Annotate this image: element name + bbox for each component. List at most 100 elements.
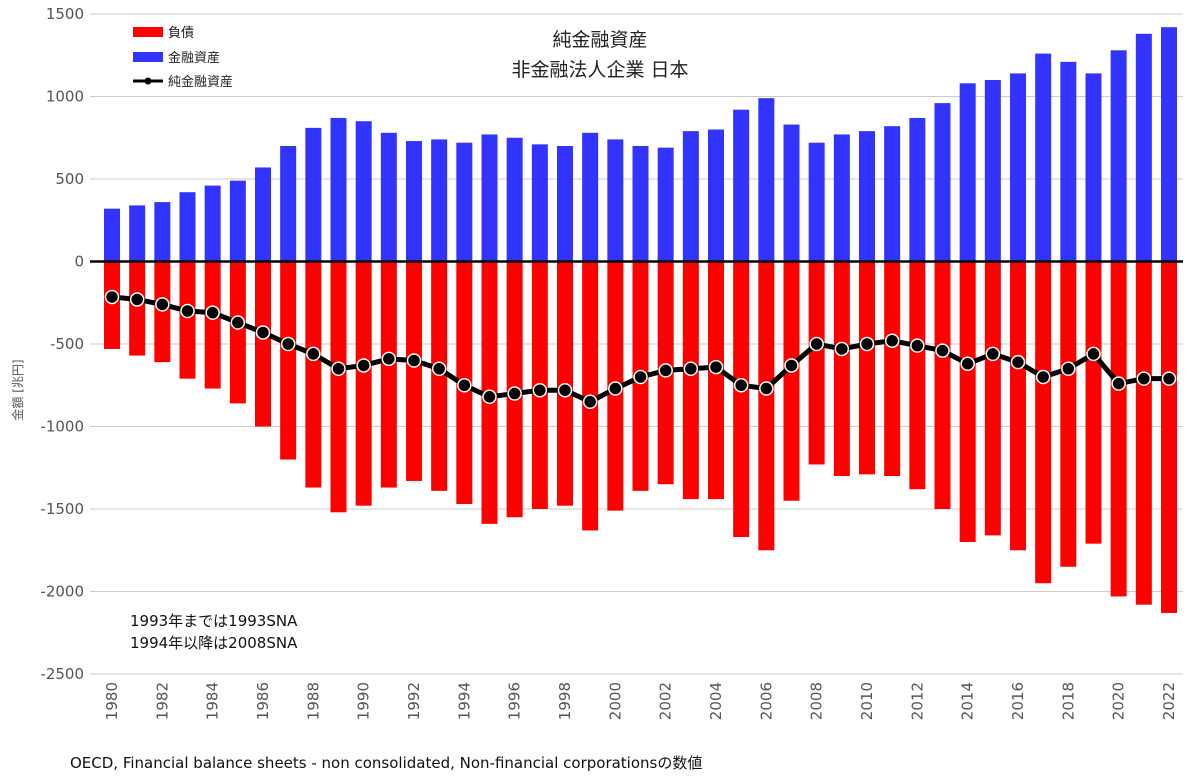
liability-bar: [1085, 261, 1102, 544]
liability-bar: [984, 261, 1001, 536]
liability-bar: [431, 261, 448, 491]
net-asset-point: [532, 382, 548, 398]
net-asset-point: [331, 361, 346, 376]
asset-bar: [104, 208, 120, 262]
liability-bar: [959, 261, 976, 542]
net-asset-point: [1111, 376, 1126, 391]
y-axis: 1500 1000 500 0 -500 -1000 -1500 -2000 -2500: [40, 5, 84, 683]
liability-bar: [1035, 261, 1052, 584]
y-tick-label: 500: [55, 170, 84, 188]
x-tick-label: 1998: [556, 682, 574, 720]
net-asset-point: [859, 336, 875, 352]
net-asset-point: [608, 381, 623, 396]
liability-bar: [129, 261, 146, 356]
asset-bar: [859, 131, 875, 262]
liability-bars: [104, 261, 1177, 613]
liability-bar: [682, 261, 699, 500]
y-tick-label: -2000: [40, 583, 84, 601]
asset-bar: [1085, 73, 1102, 262]
y-tick-label: -1000: [40, 418, 84, 436]
net-asset-point: [457, 378, 472, 393]
asset-bar: [607, 139, 624, 262]
x-tick-label: 2016: [1009, 682, 1027, 720]
x-tick-label: 2020: [1110, 682, 1128, 720]
legend-label-asset: 金融資産: [168, 50, 220, 66]
y-tick-label: 1000: [46, 88, 84, 106]
asset-bar: [1110, 50, 1127, 262]
x-tick-label: 2010: [858, 682, 876, 720]
x-tick-label: 1990: [355, 682, 373, 720]
x-tick-label: 1994: [455, 682, 473, 720]
x-tick-label: 1982: [153, 682, 171, 720]
legend-label-liability: 負債: [168, 26, 194, 41]
x-tick-label: 1992: [405, 682, 423, 720]
asset-bar: [229, 180, 246, 262]
asset-bar: [456, 142, 473, 262]
liability-bar: [733, 261, 750, 538]
legend-swatch-asset: [133, 52, 163, 62]
asset-bar: [129, 205, 146, 262]
liability-bar: [154, 261, 171, 363]
liability-bar: [1135, 261, 1152, 605]
asset-bar: [506, 137, 523, 262]
net-asset-point: [960, 356, 975, 372]
legend-swatch-liability: [133, 27, 163, 37]
liability-bar: [1110, 261, 1127, 597]
asset-bar: [280, 146, 297, 262]
asset-bar: [204, 185, 221, 262]
liability-bar: [1161, 261, 1177, 613]
liability-bar: [909, 261, 926, 490]
net-asset-point: [306, 346, 321, 362]
liability-bar: [1010, 261, 1026, 551]
net-asset-point: [658, 363, 673, 378]
asset-bar: [1035, 53, 1052, 262]
liability-bar: [833, 261, 850, 476]
asset-bar: [406, 141, 422, 262]
y-tick-label: 0: [74, 253, 84, 271]
net-asset-point: [431, 361, 447, 376]
x-axis: 1980 1982 1984 1986 1988 1990 1992 1994 1996 1998…: [103, 682, 1178, 720]
asset-bar: [833, 134, 850, 262]
net-asset-point: [280, 336, 296, 352]
net-asset-point: [733, 378, 749, 393]
asset-bar: [1161, 27, 1177, 262]
x-tick-label: 1988: [304, 682, 322, 720]
liability-bar: [229, 261, 246, 404]
x-tick-label: 1986: [254, 682, 272, 720]
net-asset-point: [507, 386, 522, 401]
net-asset-point: [985, 346, 1001, 362]
net-asset-point: [180, 303, 195, 319]
net-asset-point: [205, 305, 220, 320]
asset-bar: [305, 127, 322, 262]
liability-bar: [104, 261, 120, 349]
net-asset-point: [230, 315, 246, 330]
liability-bar: [204, 261, 221, 389]
liability-bar: [305, 261, 322, 488]
x-tick-label: 1996: [506, 682, 524, 720]
x-tick-label: 2014: [959, 682, 977, 720]
net-asset-point: [482, 389, 497, 405]
asset-bar: [959, 83, 976, 262]
asset-bar: [431, 139, 448, 262]
net-asset-point: [104, 289, 120, 305]
asset-bar: [557, 146, 573, 262]
net-asset-point: [884, 333, 900, 348]
net-asset-point: [1010, 354, 1026, 370]
asset-bar: [708, 129, 724, 262]
chart-title-line-2: 非金融法人企業 日本: [511, 59, 688, 81]
asset-bar: [1010, 73, 1026, 262]
x-tick-label: 2022: [1160, 682, 1178, 720]
asset-bar: [154, 202, 171, 262]
source-note: OECD, Financial balance sheets - non con…: [70, 754, 702, 772]
net-asset-point: [935, 343, 950, 358]
asset-bar: [531, 144, 548, 262]
asset-bars: [104, 27, 1177, 262]
net-asset-point: [557, 382, 573, 398]
net-asset-point: [708, 359, 724, 375]
net-asset-point: [834, 341, 850, 357]
x-tick-label: 2004: [707, 682, 725, 720]
net-asset-point: [910, 338, 925, 353]
liability-bar: [758, 261, 775, 551]
asset-bar: [934, 103, 951, 262]
net-asset-point: [1061, 361, 1076, 376]
